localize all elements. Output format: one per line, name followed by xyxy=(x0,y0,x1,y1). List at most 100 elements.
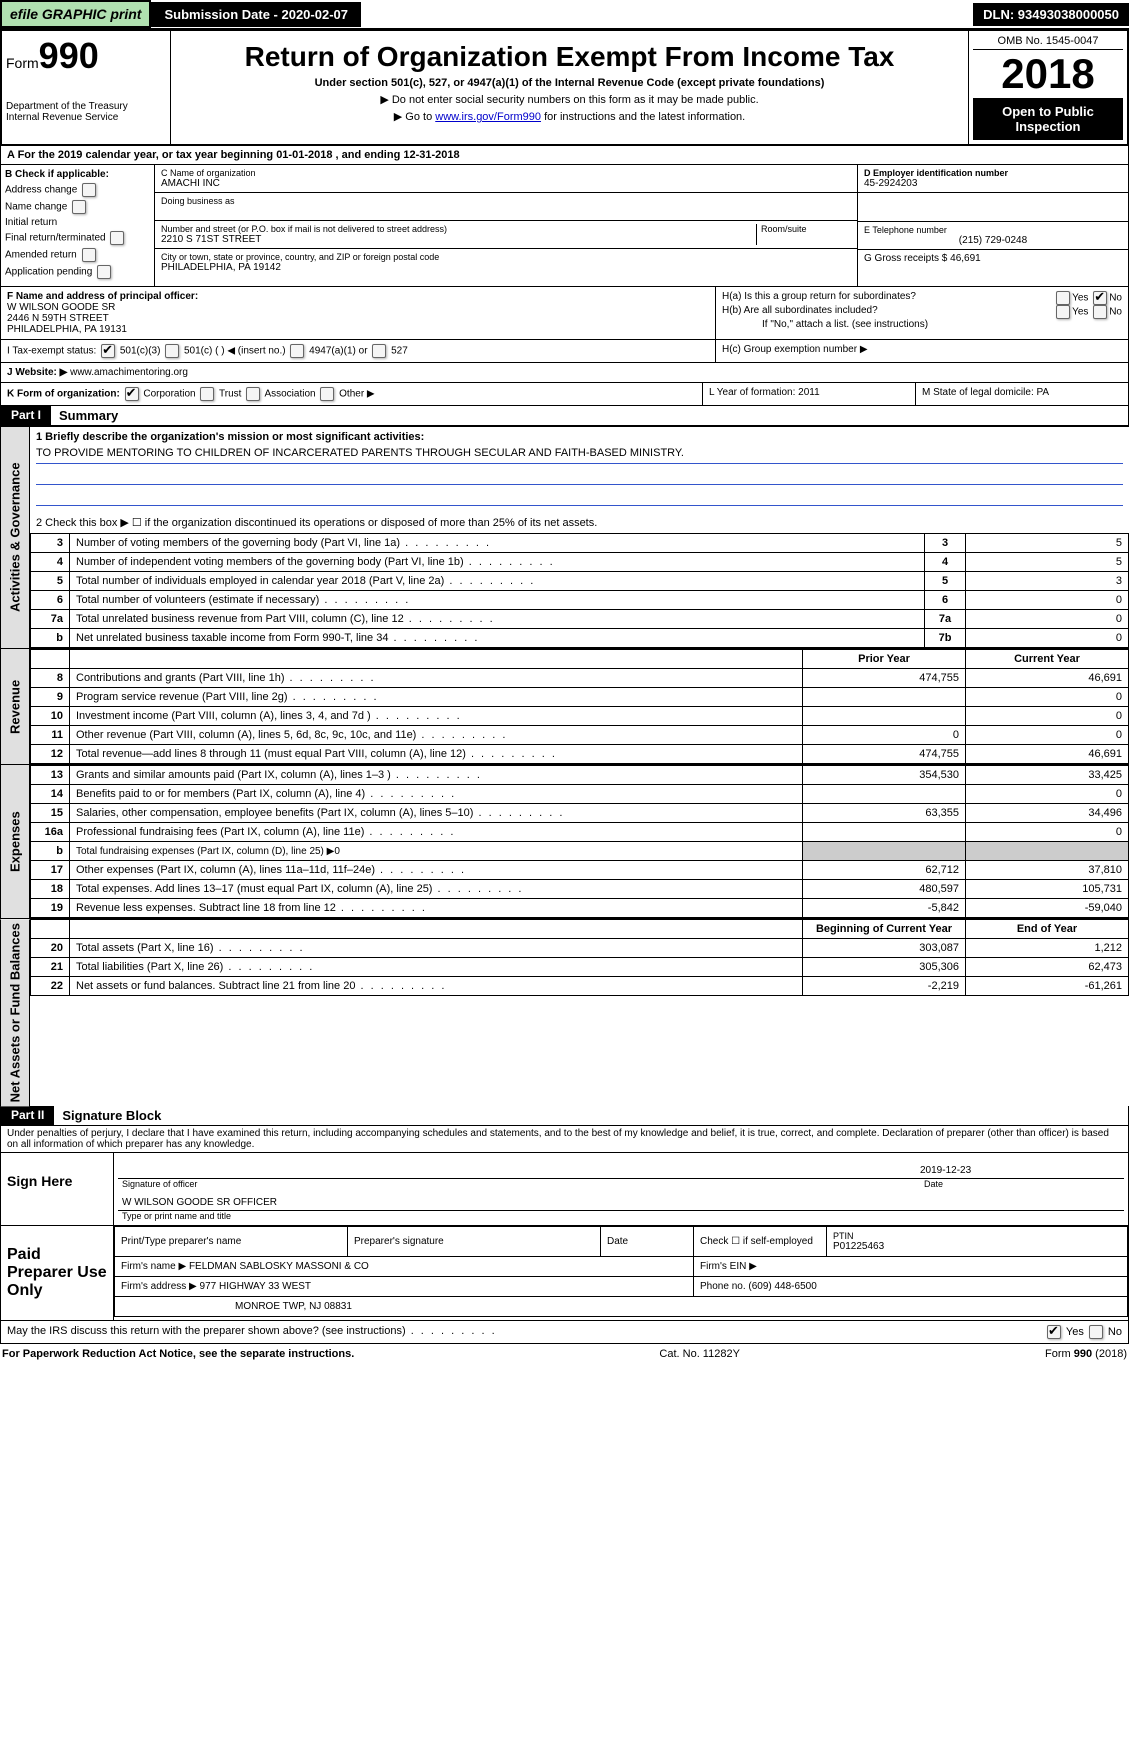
prior-val: 480,597 xyxy=(803,880,966,899)
footer: For Paperwork Reduction Act Notice, see … xyxy=(0,1344,1129,1364)
line-desc: Grants and similar amounts paid (Part IX… xyxy=(70,766,803,785)
phone-cell: E Telephone number (215) 729-0248 xyxy=(858,222,1128,250)
line-num: 10 xyxy=(31,707,70,726)
part1-header: Part I Summary xyxy=(0,406,1129,426)
checkbox-icon[interactable] xyxy=(165,344,179,358)
checkbox-icon[interactable] xyxy=(1047,1325,1061,1339)
current-val: 33,425 xyxy=(966,766,1129,785)
checkbox-icon[interactable] xyxy=(72,200,86,214)
line-num: 4 xyxy=(31,553,70,572)
begin-val: -2,219 xyxy=(803,977,966,996)
col-h: H(a) Is this a group return for subordin… xyxy=(716,287,1128,339)
current-val: 34,496 xyxy=(966,804,1129,823)
department: Department of the Treasury Internal Reve… xyxy=(6,101,166,123)
row-ij: I Tax-exempt status: 501(c)(3) 501(c) ( … xyxy=(0,340,1129,363)
footer-mid: Cat. No. 11282Y xyxy=(659,1348,740,1360)
netassets-section: Net Assets or Fund Balances Beginning of… xyxy=(0,918,1129,1106)
line-desc: Total number of volunteers (estimate if … xyxy=(70,591,925,610)
perjury-text: Under penalties of perjury, I declare th… xyxy=(0,1126,1129,1153)
prior-year-header: Prior Year xyxy=(803,650,966,669)
checkbox-icon[interactable] xyxy=(372,344,386,358)
firm-addr2: MONROE TWP, NJ 08831 xyxy=(115,1297,1128,1317)
line-num: 13 xyxy=(31,766,70,785)
line-num: 15 xyxy=(31,804,70,823)
state-domicile: M State of legal domicile: PA xyxy=(916,383,1128,405)
checkbox-icon[interactable] xyxy=(200,387,214,401)
firm-name: FELDMAN SABLOSKY MASSONI & CO xyxy=(189,1261,369,1272)
line-val: 0 xyxy=(966,610,1129,629)
checkbox-icon[interactable] xyxy=(1056,305,1070,319)
current-val: 0 xyxy=(966,707,1129,726)
form-note1: ▶ Do not enter social security numbers o… xyxy=(177,93,962,106)
line-box: 7b xyxy=(925,629,966,648)
col-b: B Check if applicable: Address change Na… xyxy=(1,165,155,286)
end-val: 62,473 xyxy=(966,958,1129,977)
line-desc: Net assets or fund balances. Subtract li… xyxy=(70,977,803,996)
checkbox-icon[interactable] xyxy=(246,387,260,401)
line-desc: Investment income (Part VIII, column (A)… xyxy=(70,707,803,726)
checkbox-icon[interactable] xyxy=(101,344,115,358)
line-num: 18 xyxy=(31,880,70,899)
paid-preparer-block: Paid Preparer Use Only Print/Type prepar… xyxy=(0,1226,1129,1321)
vtab-netassets: Net Assets or Fund Balances xyxy=(0,919,30,1106)
line-num: 20 xyxy=(31,939,70,958)
checkbox-icon[interactable] xyxy=(290,344,304,358)
line-num: 21 xyxy=(31,958,70,977)
sign-here-block: Sign Here 2019-12-23 Signature of office… xyxy=(0,1153,1129,1226)
line-num: b xyxy=(31,842,70,861)
chk-address-change: Address change xyxy=(5,183,150,197)
expense-table: 13 Grants and similar amounts paid (Part… xyxy=(30,765,1129,918)
checkbox-icon[interactable] xyxy=(320,387,334,401)
current-val: 46,691 xyxy=(966,745,1129,764)
checkbox-icon[interactable] xyxy=(82,183,96,197)
row-j: J Website: ▶ www.amachimentoring.org xyxy=(0,363,1129,383)
begin-year-header: Beginning of Current Year xyxy=(803,920,966,939)
current-val: 46,691 xyxy=(966,669,1129,688)
ein: 45-2924203 xyxy=(864,178,1122,189)
prior-val xyxy=(803,688,966,707)
line-num: 5 xyxy=(31,572,70,591)
checkbox-icon[interactable] xyxy=(125,387,139,401)
checkbox-icon[interactable] xyxy=(1056,291,1070,305)
current-val: -59,040 xyxy=(966,899,1129,918)
irs-link[interactable]: www.irs.gov/Form990 xyxy=(435,111,541,123)
current-val: 105,731 xyxy=(966,880,1129,899)
line-desc: Number of independent voting members of … xyxy=(70,553,925,572)
footer-right: Form 990 (2018) xyxy=(1045,1348,1127,1360)
checkbox-icon[interactable] xyxy=(97,265,111,279)
header-mid: Return of Organization Exempt From Incom… xyxy=(171,31,969,144)
addr-cell: Number and street (or P.O. box if mail i… xyxy=(155,221,857,249)
city-cell: City or town, state or province, country… xyxy=(155,249,857,276)
end-year-header: End of Year xyxy=(966,920,1129,939)
end-val: -61,261 xyxy=(966,977,1129,996)
prior-val xyxy=(803,823,966,842)
mission-area: 1 Briefly describe the organization's mi… xyxy=(30,427,1129,533)
prior-val xyxy=(803,785,966,804)
firm-addr: 977 HIGHWAY 33 WEST xyxy=(200,1281,312,1292)
line-desc: Total unrelated business revenue from Pa… xyxy=(70,610,925,629)
checkbox-icon[interactable] xyxy=(1093,291,1107,305)
website: www.amachimentoring.org xyxy=(70,367,188,378)
phone: (215) 729-0248 xyxy=(864,235,1122,246)
checkbox-icon[interactable] xyxy=(1089,1325,1103,1339)
vtab-revenue: Revenue xyxy=(0,649,30,764)
line-desc: Professional fundraising fees (Part IX, … xyxy=(70,823,803,842)
top-bar: efile GRAPHIC print Submission Date - 20… xyxy=(0,0,1129,29)
line-box: 6 xyxy=(925,591,966,610)
line-val: 0 xyxy=(966,591,1129,610)
org-address: 2210 S 71ST STREET xyxy=(161,234,756,245)
line-num: 6 xyxy=(31,591,70,610)
header-left: Form990 Department of the Treasury Inter… xyxy=(2,31,171,144)
checkbox-icon[interactable] xyxy=(1093,305,1107,319)
org-name-cell: C Name of organization AMACHI INC xyxy=(155,165,857,193)
checkbox-icon[interactable] xyxy=(82,248,96,262)
col-b-title: B Check if applicable: xyxy=(5,169,150,180)
chk-final-return: Final return/terminated xyxy=(5,231,150,245)
gross-cell: G Gross receipts $ 46,691 xyxy=(858,250,1128,267)
vtab-governance: Activities & Governance xyxy=(0,427,30,648)
line-box: 4 xyxy=(925,553,966,572)
line-desc: Other revenue (Part VIII, column (A), li… xyxy=(70,726,803,745)
checkbox-icon[interactable] xyxy=(110,231,124,245)
row-fh: F Name and address of principal officer:… xyxy=(0,287,1129,340)
form-title: Return of Organization Exempt From Incom… xyxy=(177,41,962,73)
